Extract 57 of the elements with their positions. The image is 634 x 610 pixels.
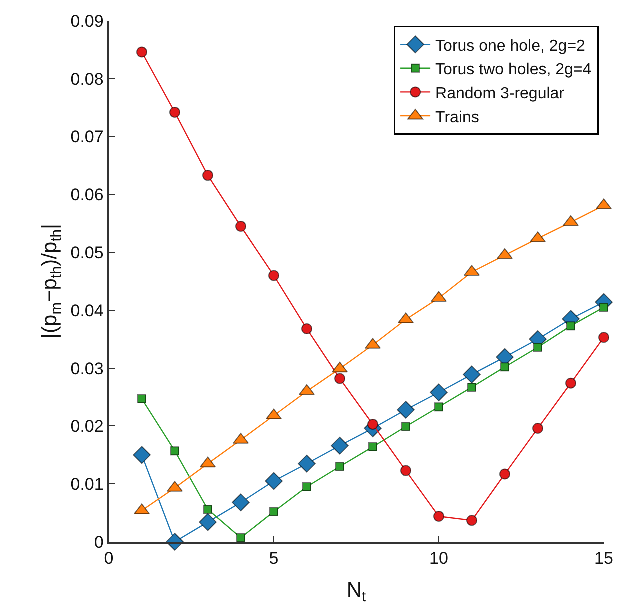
point	[302, 323, 312, 334]
legend-label: Trains	[436, 109, 480, 126]
point	[334, 373, 346, 384]
y-tick-label: 0.07	[70, 128, 104, 147]
point	[368, 442, 378, 452]
point	[138, 394, 146, 404]
point	[199, 513, 217, 532]
y-tick-label: 0.04	[70, 301, 104, 320]
point	[600, 303, 608, 312]
y-tick-label: 0.08	[70, 70, 104, 89]
y-tick-label: 0.02	[70, 417, 104, 436]
x-tick-label: 5	[269, 549, 279, 568]
point	[430, 384, 448, 402]
y-tick-label: 0.06	[70, 186, 104, 205]
point	[598, 332, 610, 344]
point	[468, 382, 476, 392]
point	[434, 402, 444, 412]
legend-label: Random 3-regular	[436, 85, 566, 102]
point	[204, 505, 212, 514]
point	[566, 378, 576, 389]
point	[397, 401, 415, 419]
y-tick-label: 0.09	[70, 12, 104, 31]
point	[534, 342, 542, 352]
y-tick-label: 0.05	[70, 244, 104, 263]
point	[566, 322, 576, 331]
point	[236, 533, 246, 542]
legend-label: Torus two holes, 2g=4	[436, 62, 592, 79]
x-axis-title: N$_{t}$	[346, 578, 366, 606]
y-tick-label: 0	[94, 532, 104, 552]
point	[170, 106, 180, 118]
point	[532, 423, 544, 434]
point	[368, 418, 378, 430]
point	[400, 465, 412, 476]
point	[270, 507, 278, 516]
point	[136, 46, 148, 58]
point	[133, 446, 151, 464]
point	[500, 468, 510, 480]
point	[302, 482, 312, 492]
point	[331, 436, 349, 455]
legend-label: Torus one hole, 2g=2	[436, 38, 586, 55]
x-tick-label: 10	[430, 549, 448, 568]
point	[402, 422, 410, 432]
point	[232, 494, 250, 512]
point	[336, 462, 344, 472]
point	[236, 221, 246, 232]
x-tick-label: 15	[594, 549, 614, 568]
point	[500, 362, 510, 372]
y-tick-label: 0.03	[70, 359, 104, 378]
point	[265, 472, 283, 490]
point	[170, 446, 180, 456]
point	[466, 515, 478, 526]
point	[298, 454, 316, 473]
y-tick-label: 0.01	[70, 475, 104, 494]
point	[434, 511, 444, 522]
point	[463, 366, 481, 384]
point	[202, 170, 214, 182]
point	[268, 270, 280, 282]
